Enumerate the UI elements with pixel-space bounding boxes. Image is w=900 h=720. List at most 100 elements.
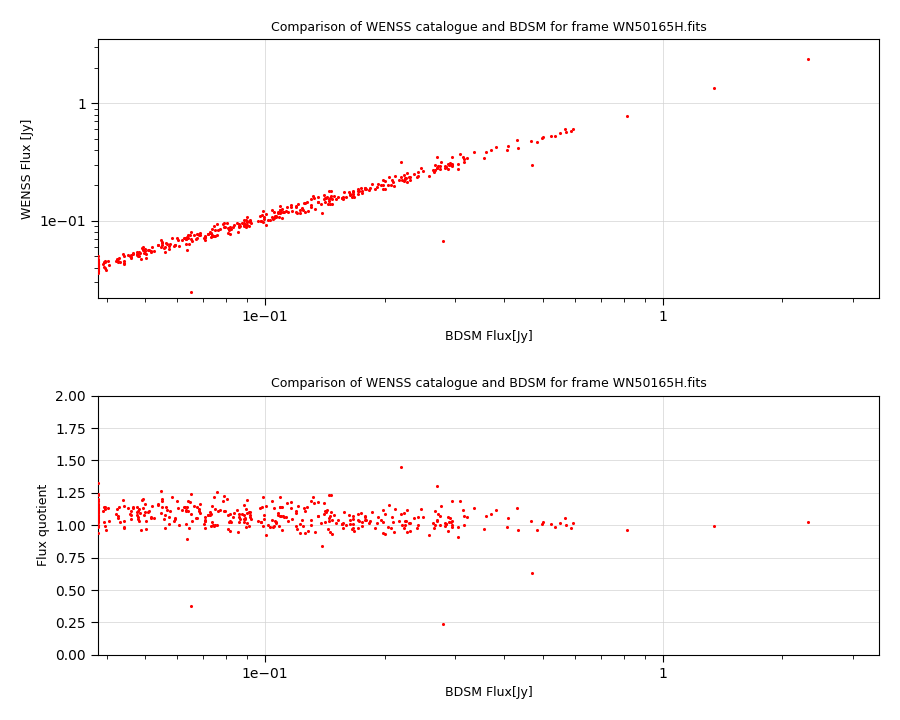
Point [136,502,150,513]
Point [266,520,281,531]
Point [376,527,391,539]
Point [211,505,225,517]
Point [166,516,181,527]
Point [95,258,110,269]
Point [317,189,331,201]
Point [480,510,494,522]
Point [256,213,271,225]
Point [168,512,183,523]
Point [284,199,299,210]
Point [256,521,270,532]
Point [559,519,573,531]
Point [338,186,352,198]
Point [91,261,105,272]
Point [91,527,105,539]
Point [198,231,212,243]
Point [352,516,366,527]
Point [230,226,245,238]
Point [184,600,198,611]
Point [202,509,217,521]
Point [184,488,198,500]
Point [91,516,105,528]
Point [544,130,559,141]
Point [297,502,311,513]
Point [271,507,285,518]
Point [198,522,212,534]
Point [231,512,246,523]
Point [303,515,318,526]
Point [144,500,158,511]
Point [91,258,105,270]
Point [151,500,166,511]
Point [178,232,193,243]
Point [91,509,105,521]
Point [139,252,153,264]
Point [206,520,220,531]
Point [91,487,105,499]
Point [91,502,105,513]
Point [102,260,116,271]
Point [536,132,551,143]
Point [343,188,357,199]
Point [303,199,318,211]
Point [398,519,412,531]
Point [126,501,140,513]
Point [91,258,105,270]
Point [292,518,307,529]
Point [352,186,366,197]
Title: Comparison of WENSS catalogue and BDSM for frame WN50165H.fits: Comparison of WENSS catalogue and BDSM f… [271,377,706,390]
Point [429,162,444,174]
Point [279,201,293,212]
Point [238,219,252,230]
Point [432,510,446,521]
Point [320,198,335,210]
Point [141,245,156,256]
Point [357,182,372,194]
Point [324,185,338,197]
Point [293,207,308,219]
Point [288,508,302,519]
Point [274,203,289,215]
Point [168,513,183,525]
Point [339,519,354,531]
Point [337,191,351,202]
Point [190,229,204,240]
Point [536,132,550,144]
Point [151,240,166,251]
Point [242,215,256,226]
Point [91,503,105,514]
Point [266,495,280,507]
Point [154,236,168,248]
Point [154,507,168,518]
Point [400,176,414,188]
Point [335,192,349,204]
Point [484,508,499,520]
Point [130,501,144,513]
Point [112,516,127,528]
Point [91,515,105,526]
Point [284,502,299,513]
Point [443,513,457,524]
Point [227,220,241,231]
Point [91,513,105,525]
Point [298,198,312,210]
Point [397,507,411,518]
Point [273,502,287,513]
Point [318,516,332,528]
Point [192,229,206,240]
Point [369,181,383,193]
Point [313,198,328,210]
Point [437,163,452,174]
Point [204,224,219,235]
Point [244,217,258,228]
Point [363,516,377,527]
Point [91,257,105,269]
Point [261,214,275,225]
Point [524,516,538,527]
Point [321,186,336,197]
Point [205,516,220,527]
Point [480,146,494,158]
Point [184,233,198,245]
Point [91,505,105,516]
Point [91,259,105,271]
